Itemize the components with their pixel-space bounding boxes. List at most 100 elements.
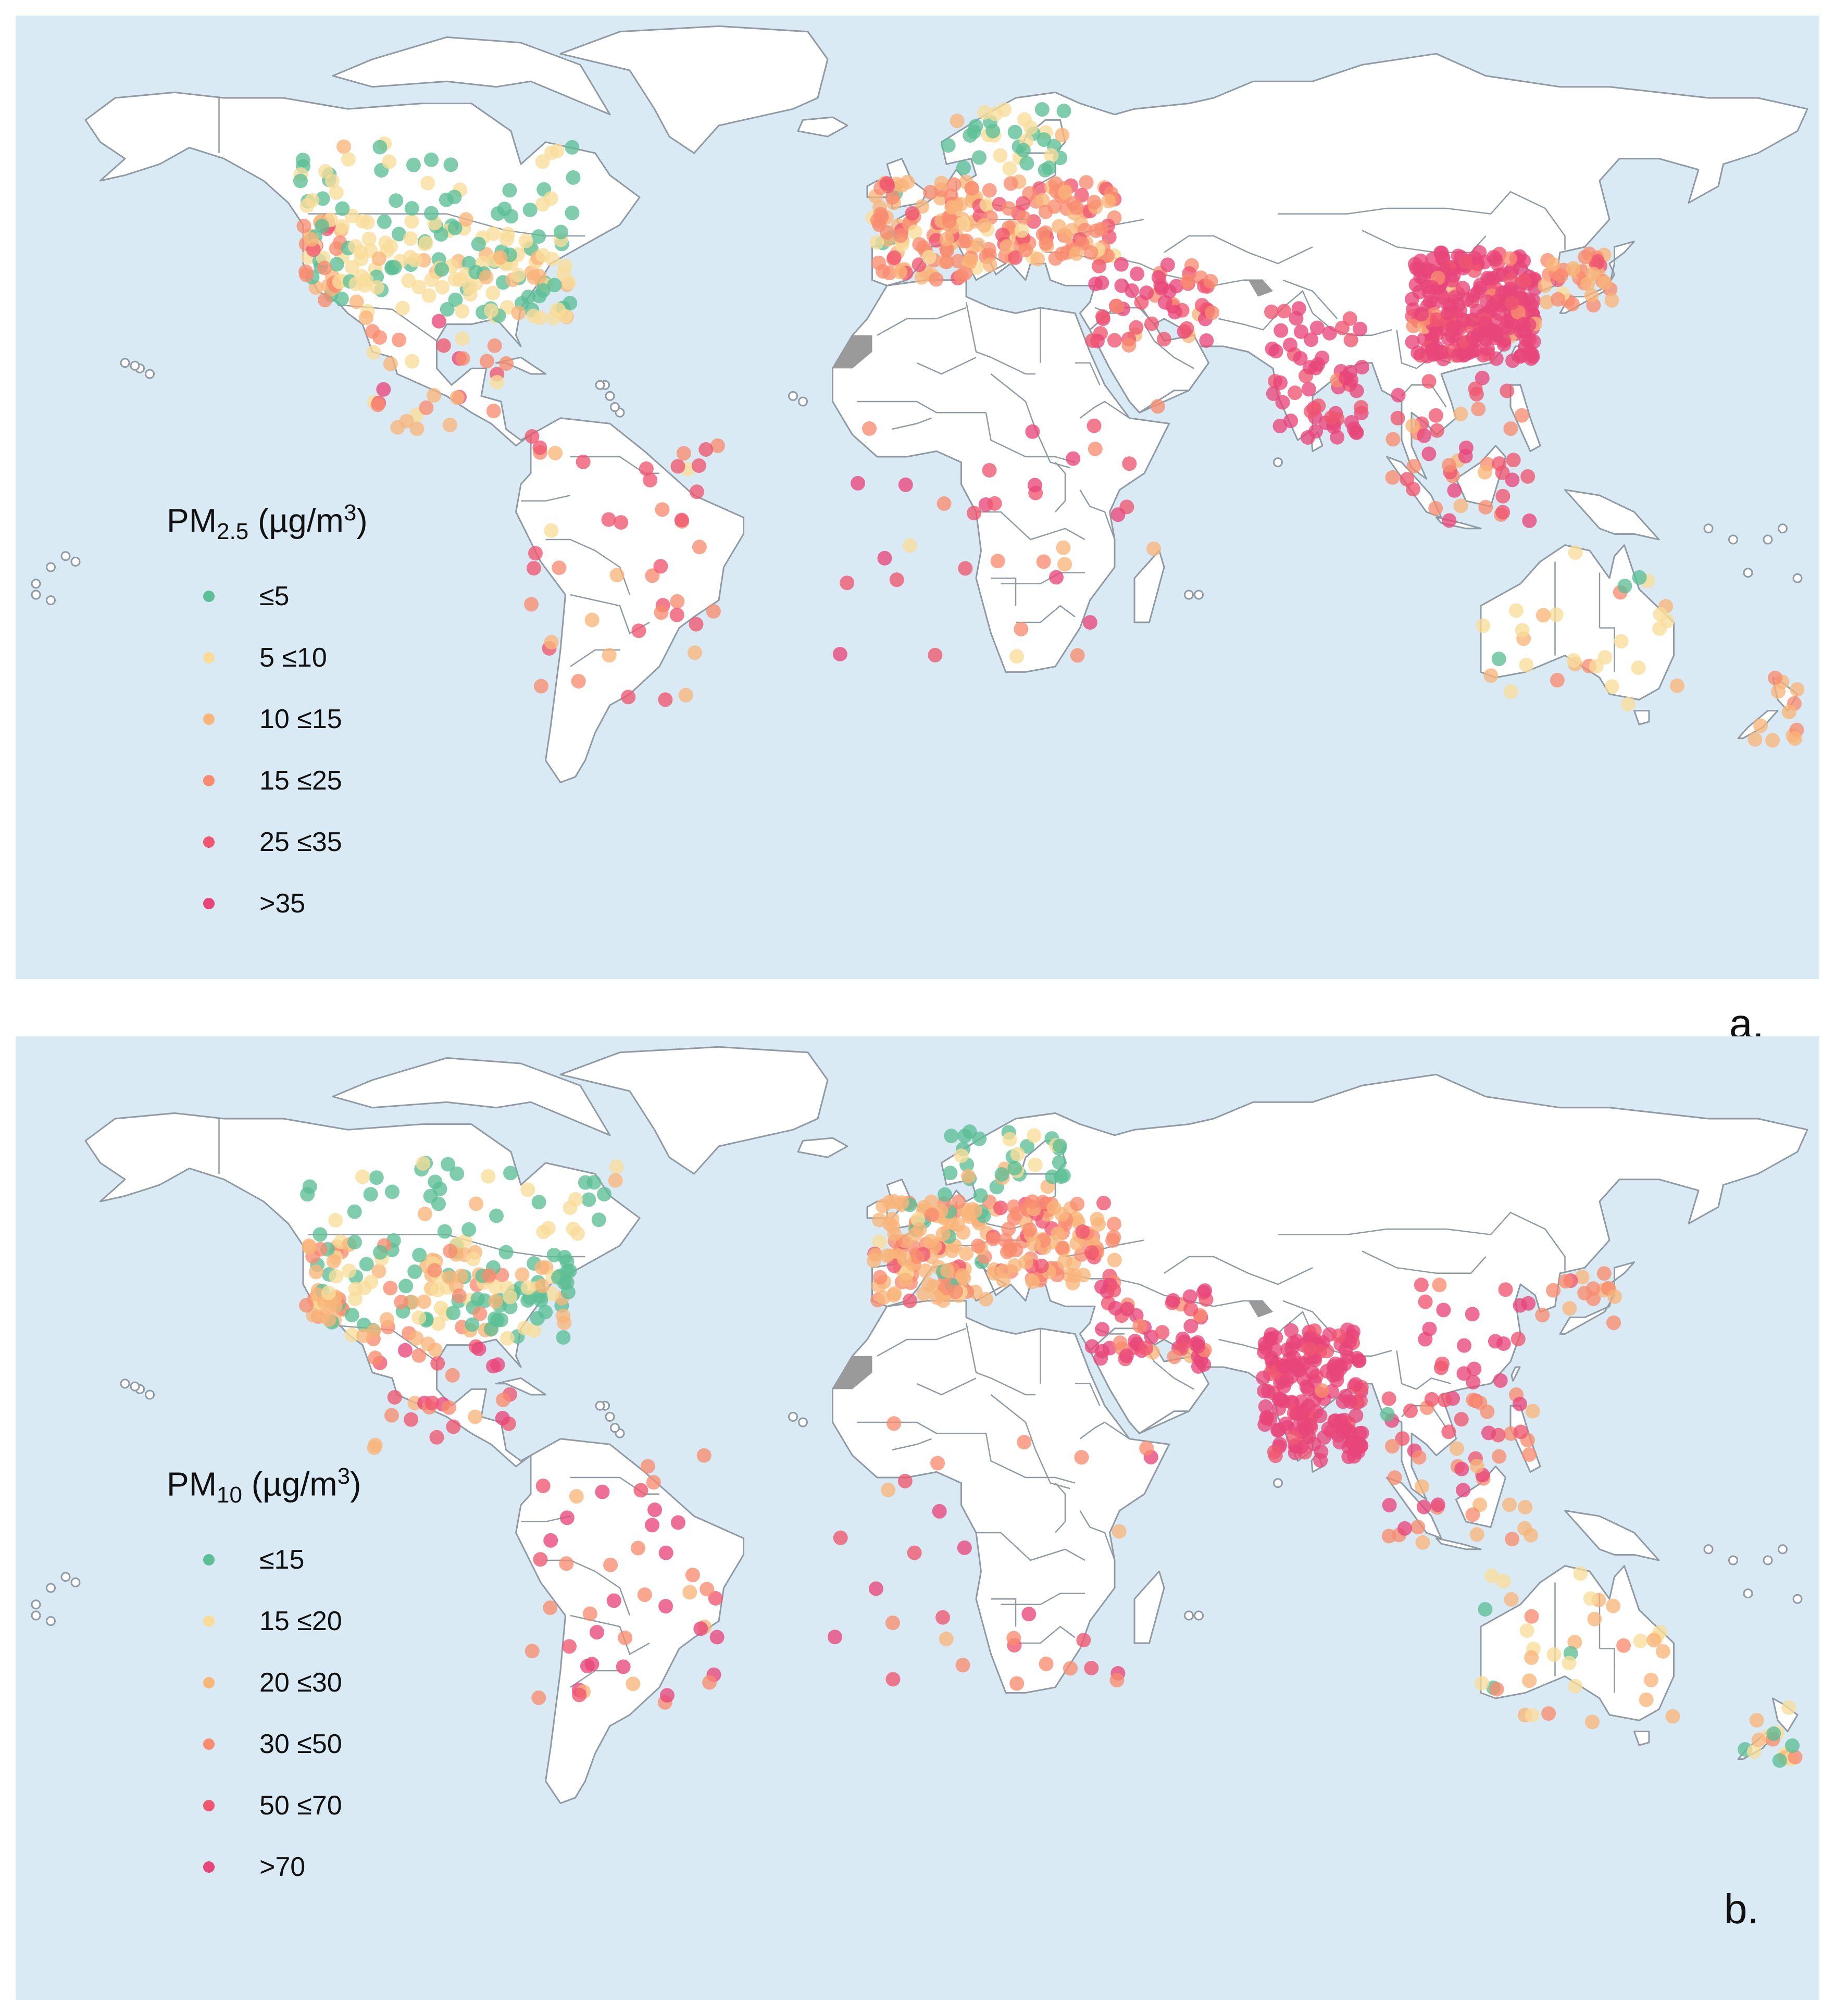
station-dot — [1471, 402, 1486, 417]
station-dot — [1477, 316, 1492, 331]
station-dot — [1450, 1441, 1464, 1456]
station-dot — [559, 1275, 575, 1290]
station-dot — [1155, 1325, 1170, 1340]
station-dot — [528, 546, 543, 561]
land-java — [1435, 1537, 1482, 1550]
station-dot — [455, 304, 470, 319]
station-dot — [1063, 1661, 1078, 1676]
station-dot — [580, 1659, 595, 1674]
station-dot — [637, 1587, 652, 1602]
station-dot — [1074, 1450, 1089, 1465]
station-dot — [1119, 1348, 1134, 1363]
station-dot — [582, 1606, 597, 1621]
station-dot — [1381, 1529, 1396, 1544]
station-dot — [1279, 1373, 1294, 1388]
station-dot — [1508, 603, 1524, 618]
station-dot — [1644, 1672, 1658, 1687]
station-dot — [1144, 316, 1159, 331]
station-dot — [405, 354, 420, 369]
station-dot — [418, 1206, 432, 1221]
station-dot — [1387, 1470, 1402, 1485]
station-dot — [366, 345, 381, 360]
station-dot — [1422, 1321, 1437, 1336]
station-dot — [1286, 1430, 1301, 1445]
station-dot — [446, 1306, 461, 1320]
station-dot — [503, 1289, 518, 1305]
station-dot — [934, 176, 949, 191]
station-dot — [1001, 201, 1016, 216]
station-dot — [951, 254, 966, 269]
station-dot — [1016, 143, 1031, 158]
small-island — [60, 551, 71, 561]
station-dot — [479, 354, 494, 369]
station-dot — [336, 139, 351, 154]
station-dot — [445, 1368, 460, 1383]
station-dot — [964, 181, 979, 196]
station-dot — [373, 1245, 388, 1260]
small-island — [1194, 1610, 1204, 1621]
land-new-guinea — [1564, 489, 1660, 541]
small-island — [1273, 1478, 1283, 1488]
station-dot — [1093, 1351, 1108, 1366]
legend-title: PM10 (µg/m3) — [167, 1463, 361, 1508]
station-dot — [1194, 298, 1209, 313]
station-dot — [1400, 472, 1415, 487]
station-dot — [466, 1251, 481, 1267]
station-dot — [1416, 1499, 1431, 1514]
station-dot — [1502, 1497, 1517, 1512]
station-dot — [961, 1169, 976, 1184]
legend-item: >70 — [167, 1836, 361, 1898]
station-dot — [313, 1242, 328, 1257]
station-dot — [1406, 319, 1421, 333]
station-dot — [571, 674, 586, 689]
station-dot — [1481, 1425, 1496, 1441]
station-dot — [503, 1166, 518, 1181]
station-dot — [935, 1226, 951, 1242]
station-dot — [1052, 1155, 1067, 1170]
station-dot — [978, 1292, 993, 1307]
small-island — [70, 1577, 81, 1587]
station-dot — [440, 302, 455, 317]
station-dot — [1094, 1280, 1109, 1295]
station-dot — [1486, 298, 1501, 313]
station-dot — [488, 1294, 503, 1309]
station-dot — [1433, 245, 1448, 260]
station-dot — [633, 1483, 648, 1498]
station-dot — [1546, 1647, 1562, 1662]
country-border — [892, 1438, 932, 1451]
station-dot — [1466, 288, 1481, 303]
station-dot — [395, 300, 410, 316]
land-greenland — [559, 25, 829, 154]
legend-item: 50 ≤70 — [167, 1775, 361, 1836]
station-dot — [1524, 1609, 1539, 1624]
world-map-pm10 — [31, 1046, 1808, 1804]
station-dot — [689, 484, 704, 499]
station-dot — [937, 1187, 952, 1202]
station-dot — [565, 140, 580, 155]
station-dot — [1511, 1332, 1526, 1346]
station-dot — [1425, 280, 1440, 295]
station-dot — [907, 1545, 922, 1560]
country-border — [892, 417, 932, 430]
station-dot — [1412, 1450, 1427, 1465]
station-dot — [404, 1412, 419, 1427]
station-dot — [1475, 1676, 1489, 1691]
station-dot — [1304, 332, 1319, 347]
small-island — [1728, 1555, 1738, 1566]
station-dot — [1341, 1449, 1356, 1464]
station-dot — [425, 1395, 440, 1410]
station-dot — [959, 1246, 974, 1261]
country-border — [1075, 362, 1101, 385]
station-dot — [887, 250, 902, 265]
station-dot — [1408, 277, 1424, 292]
station-dot — [1513, 1396, 1527, 1411]
station-dot — [1491, 267, 1506, 282]
station-dot — [658, 692, 673, 707]
station-dot — [510, 268, 526, 283]
station-dot — [1585, 1714, 1600, 1730]
station-dot — [1069, 1236, 1084, 1251]
small-island — [31, 590, 41, 600]
station-dot — [997, 102, 1012, 117]
small-island — [1184, 1610, 1194, 1621]
station-dot — [1302, 360, 1317, 375]
